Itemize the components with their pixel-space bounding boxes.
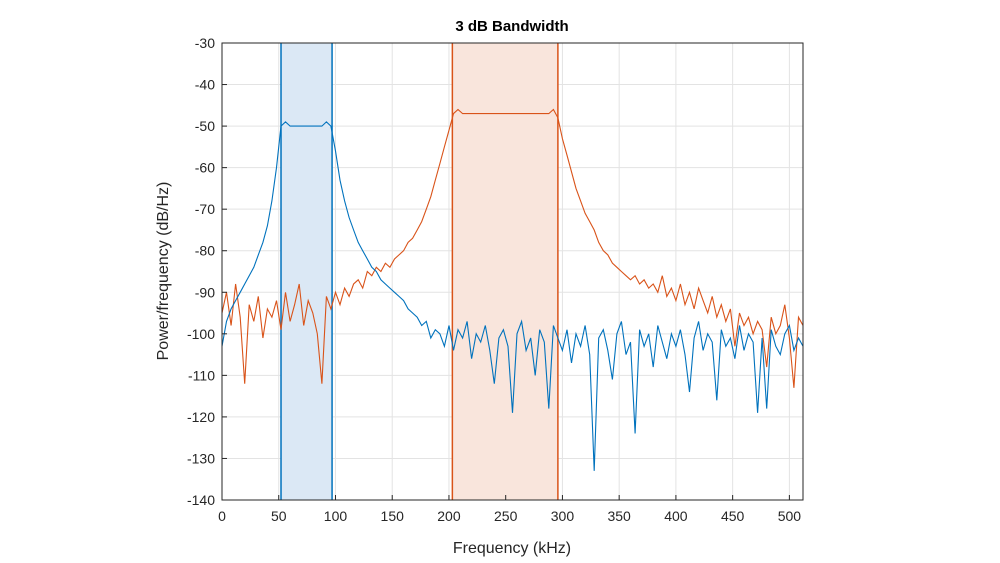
x-tick-label: 350 — [607, 508, 631, 524]
y-tick-label: -60 — [195, 160, 215, 176]
y-axis-label: Power/frequency (dB/Hz) — [155, 182, 172, 361]
x-tick-label: 50 — [271, 508, 287, 524]
x-tick-label: 300 — [551, 508, 575, 524]
y-tick-label: -30 — [195, 35, 215, 51]
y-tick-label: -50 — [195, 118, 215, 134]
ticks: 0 50 100 150 200 250 300 350 400 450 500 -30 -40 -50 -… — [187, 35, 801, 524]
x-tick-label: 0 — [218, 508, 226, 524]
x-tick-label: 100 — [324, 508, 348, 524]
y-tick-label: -40 — [195, 77, 215, 93]
y-tick-label: -120 — [187, 409, 215, 425]
x-tick-label: 450 — [721, 508, 745, 524]
bandwidth-band-0 — [281, 43, 333, 500]
x-tick-label: 400 — [664, 508, 688, 524]
y-tick-label: -140 — [187, 492, 215, 508]
chart-title: 3 dB Bandwidth — [455, 18, 568, 35]
x-tick-label: 500 — [778, 508, 802, 524]
bandwidth-bands — [280, 43, 559, 500]
x-tick-label: 200 — [437, 508, 461, 524]
y-tick-label: -110 — [188, 367, 215, 383]
x-axis-label: Frequency (kHz) — [453, 540, 571, 557]
axes-box — [221, 42, 804, 501]
y-tick-label: -90 — [195, 284, 215, 300]
series-line-0 — [221, 121, 804, 471]
series-line-1 — [221, 108, 804, 388]
x-tick-label: 250 — [494, 508, 518, 524]
bandwidth-band-1 — [452, 43, 558, 500]
y-tick-label: -80 — [195, 243, 215, 259]
x-tick-label: 150 — [381, 508, 405, 524]
y-tick-label: -70 — [195, 201, 215, 217]
y-tick-label: -130 — [187, 450, 215, 466]
series-lines — [221, 108, 804, 471]
y-tick-label: -100 — [187, 326, 215, 342]
